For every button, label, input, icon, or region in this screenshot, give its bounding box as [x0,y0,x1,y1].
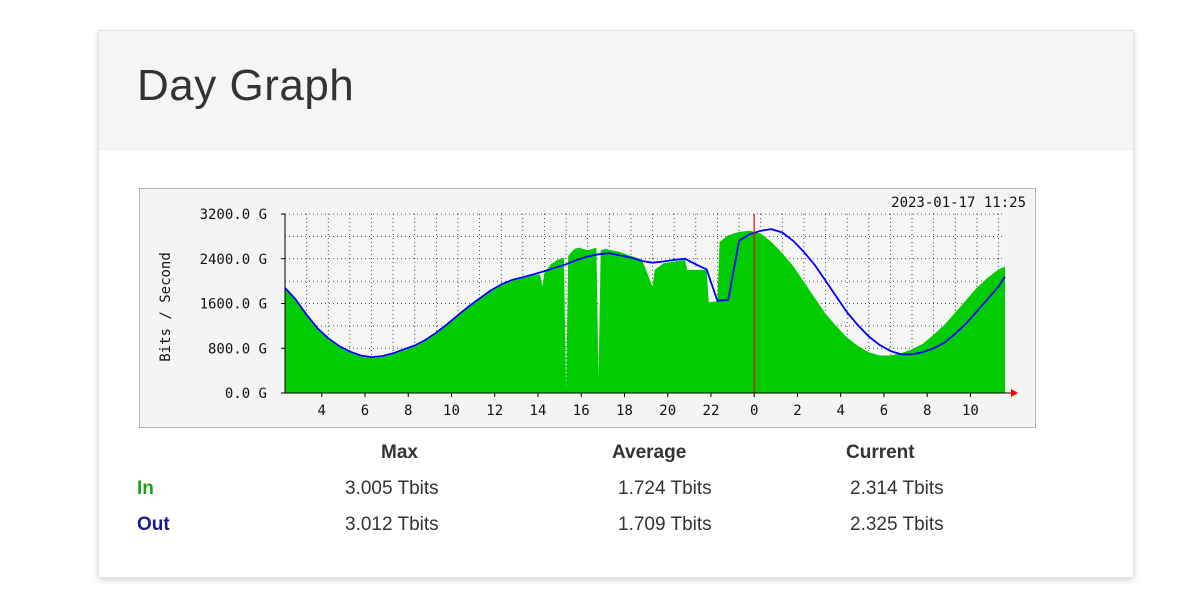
x-tick-label: 4 [318,403,326,419]
in-current-value: 2.314 Tbits [850,478,944,499]
out-current-value: 2.325 Tbits [850,514,944,535]
x-tick-label: 6 [880,403,888,419]
stats-row-out: Out 3.012 Tbits 1.709 Tbits 2.325 Tbits [137,507,1050,543]
traffic-graph-svg: 0.0 G 800.0 G 1600.0 G 2400.0 G 3200.0 G 4 6 8 1… [139,188,1036,428]
stats-header-row: Max Average Current [137,435,1050,471]
graph-timestamp: 2023-01-17 11:25 [891,195,1026,211]
col-max-header: Max [381,442,418,463]
col-average-header: Average [612,442,687,463]
x-tick-label: 16 [573,403,590,419]
x-tick-label: 10 [443,403,460,419]
y-axis-label: Bits / Second [158,252,174,362]
stats-table: Max Average Current In 3.005 Tbits 1.724… [137,435,1050,543]
x-tick-label: 12 [486,403,503,419]
y-tick-label: 1600.0 G [200,297,267,313]
y-tick-label: 2400.0 G [200,252,267,268]
x-tick-label: 10 [962,403,979,419]
x-tick-label: 4 [836,403,844,419]
row-label-in: In [137,478,154,499]
x-tick-label: 6 [361,403,369,419]
col-current-header: Current [846,442,915,463]
row-label-out: Out [137,514,170,535]
in-average-value: 1.724 Tbits [618,478,712,499]
x-axis-arrow [1011,389,1018,397]
y-tick-label: 3200.0 G [200,207,267,223]
out-max-value: 3.012 Tbits [345,514,439,535]
stats-row-in: In 3.005 Tbits 1.724 Tbits 2.314 Tbits [137,471,1050,507]
x-tick-label: 20 [659,403,676,419]
series-layer [284,228,1006,393]
y-tick-label: 800.0 G [208,341,267,357]
series-in-area [285,230,1005,393]
panel-title: Day Graph [137,61,355,110]
x-tick-label: 0 [750,403,758,419]
series-out-line [284,228,1006,359]
day-graph-panel: Day Graph 0.0 G 800.0 G 1600.0 G 2400.0 G 32… [98,30,1134,578]
axes-layer [281,213,1018,397]
x-tick-label: 18 [616,403,633,419]
x-tick-label: 8 [923,403,931,419]
in-max-value: 3.005 Tbits [345,478,439,499]
x-tick-label: 8 [404,403,412,419]
x-tick-label: 22 [703,403,720,419]
x-tick-label: 14 [530,403,547,419]
tick-labels: 0.0 G 800.0 G 1600.0 G 2400.0 G 3200.0 G 4 6 8 1… [200,207,979,419]
traffic-graph: 0.0 G 800.0 G 1600.0 G 2400.0 G 3200.0 G 4 6 8 1… [139,188,1036,428]
panel-header: Day Graph [99,31,1133,150]
out-average-value: 1.709 Tbits [618,514,712,535]
x-tick-label: 2 [793,403,801,419]
y-tick-label: 0.0 G [225,386,267,402]
